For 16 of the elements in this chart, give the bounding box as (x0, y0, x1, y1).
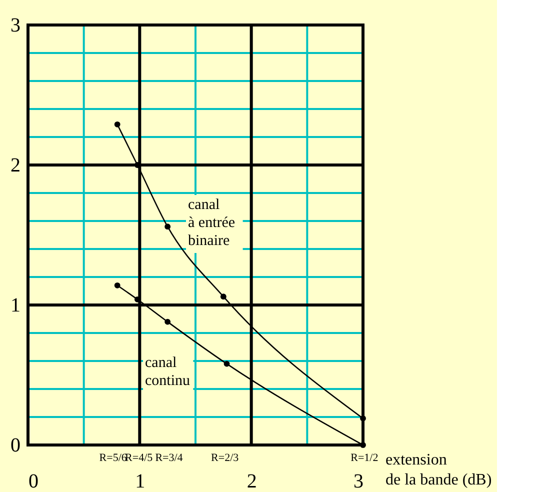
series-label: canal à entrée binaire (188, 197, 236, 249)
y-tick-label: 3 (10, 14, 20, 36)
x-tick-label: 3 (354, 470, 364, 492)
y-tick-label: 0 (10, 434, 20, 456)
y-tick-label: 2 (10, 154, 20, 176)
series-label: canal continu (145, 355, 190, 389)
text: R=2/3 (211, 452, 240, 464)
text: R=5/6 (99, 452, 128, 464)
x-tick-label: 0 (28, 470, 38, 492)
text: R=4/5 (125, 452, 154, 464)
y-tick-label: 1 (10, 294, 20, 316)
x-axis-title: extension de la bande (dB) (386, 452, 492, 488)
text: R=3/4 (155, 452, 184, 464)
text: R=1/2 (350, 452, 378, 464)
x-tick-label: 1 (135, 470, 146, 492)
x-tick-label: 2 (246, 470, 257, 492)
